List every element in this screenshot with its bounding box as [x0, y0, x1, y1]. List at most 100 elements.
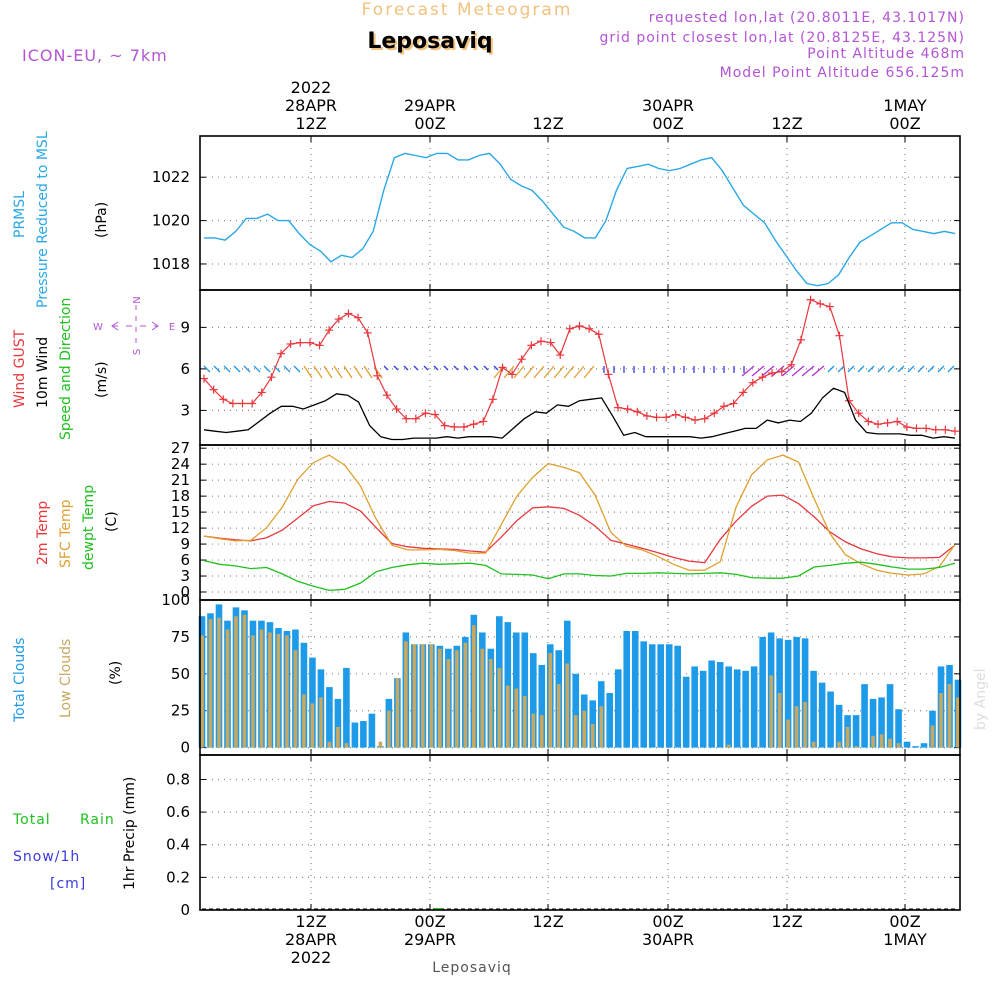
y-tick-label: 9 — [180, 318, 190, 336]
time-label: 28APR — [285, 930, 337, 949]
total-cloud-bar — [529, 653, 537, 748]
wind-arrow — [353, 365, 363, 379]
y-tick-label: 6 — [180, 360, 190, 378]
total-cloud-bar — [538, 664, 546, 748]
low-cloud-bar — [225, 629, 230, 748]
t2m-label: 2m Temp — [35, 501, 51, 565]
total-cloud-bar — [631, 631, 639, 748]
wind-arrow — [473, 365, 479, 371]
wind-arrow — [393, 365, 399, 371]
y-tick-label: 21 — [171, 471, 190, 489]
precip-snow-label: Snow/1h — [13, 849, 80, 865]
low-cloud-bar — [896, 743, 901, 748]
time-label: 12Z — [295, 912, 326, 931]
wind-arrow — [847, 365, 855, 373]
total-cloud-bar — [861, 684, 868, 748]
low-cloud-bar — [438, 648, 442, 748]
total-cloud-bar — [351, 722, 359, 748]
wind-arrow — [801, 365, 815, 377]
low-cloud-bar — [268, 632, 272, 748]
svg-text:E: E — [169, 322, 175, 333]
y-tick-label: 0.6 — [166, 803, 190, 821]
wind-arrow — [927, 365, 935, 373]
time-label: 00Z — [414, 912, 445, 931]
wind-arrow — [837, 365, 845, 373]
wind-arrow — [937, 365, 945, 373]
low-cloud-bar — [854, 746, 858, 748]
wind-arrow — [433, 365, 439, 371]
wind-arrow — [413, 365, 419, 371]
wind-arrow — [483, 365, 489, 371]
y-tick-label: 12 — [171, 519, 190, 537]
low-cloud-bar — [514, 688, 519, 748]
time-label: 12Z — [295, 114, 326, 133]
total-cloud-bar — [623, 631, 631, 748]
footer-location: Leposaviq — [432, 960, 512, 976]
low-cloud-bar — [794, 706, 799, 748]
wind-arrow — [233, 365, 241, 373]
low-cloud-bar — [556, 684, 561, 748]
total-cloud-bar — [869, 698, 877, 748]
wind-arrow — [203, 365, 211, 373]
low-cloud-bar — [217, 617, 221, 748]
y-tick-label: 50 — [171, 665, 190, 683]
wind-arrow — [443, 365, 449, 371]
panel-frame — [199, 444, 961, 601]
y-tick-label: 0.4 — [166, 836, 190, 854]
low-cloud-bar — [429, 644, 434, 748]
gust-label: Wind GUST — [12, 329, 28, 408]
wind-arrow — [313, 365, 323, 379]
low-cloud-bar — [939, 693, 943, 748]
total-cloud-bar — [334, 698, 342, 748]
wind-arrow — [543, 365, 555, 379]
low-cloud-bar — [293, 650, 298, 748]
wind-arrow — [383, 365, 389, 371]
total-cloud-bar — [360, 721, 367, 748]
wind-arrow — [781, 365, 795, 377]
time-label: 12Z — [532, 114, 563, 133]
low-cloud-bar — [259, 629, 264, 748]
low-cloud-bar — [888, 738, 892, 748]
wind-arrow — [897, 365, 905, 373]
total-cloud-bar — [674, 645, 681, 748]
low-cloud-bar — [336, 726, 340, 748]
wind-label: 10m Wind — [35, 337, 51, 408]
total-cloud-bar — [640, 641, 648, 748]
y-tick-label: 0 — [180, 583, 190, 601]
time-label: 1MAY — [883, 96, 927, 115]
svg-text:W: W — [93, 322, 103, 333]
total-cloud-bar — [878, 697, 885, 748]
low-cloud-bar — [582, 710, 587, 748]
low-cloud-bar — [930, 725, 935, 748]
low-cloud-bar — [412, 644, 417, 748]
low-cloud-bar — [489, 659, 493, 748]
clouds-unit: (%) — [108, 661, 124, 685]
total-cloud-bar — [920, 743, 928, 748]
wind-arrow — [333, 365, 343, 379]
total-cloud-bar — [801, 638, 809, 748]
precip-unit: 1hr Precip (mm) — [122, 777, 138, 890]
y-tick-label: 1022 — [152, 168, 190, 186]
low-cloud-bar — [302, 694, 306, 748]
low-cloud-bar — [769, 675, 773, 748]
compass-icon: N S W E — [93, 296, 175, 355]
wind-arrow — [523, 365, 535, 379]
low-cloud-bar — [786, 719, 790, 748]
time-label: 00Z — [652, 114, 683, 133]
total-cloud-bar — [326, 687, 333, 748]
y-tick-label: 18 — [171, 487, 190, 505]
wind-arrow — [283, 365, 291, 373]
watermark: by Angel — [973, 669, 989, 730]
location-title-shadow: Leposaviq — [369, 31, 494, 56]
y-tick-label: 15 — [171, 503, 190, 521]
panel-frame — [199, 289, 961, 446]
total-cloud-bar — [368, 713, 376, 748]
low-cloud-bar — [548, 653, 553, 748]
time-label: 2022 — [291, 78, 332, 97]
time-label: 28APR — [285, 96, 337, 115]
total-cloud-bar — [725, 666, 732, 748]
total-cloud-bar — [657, 644, 664, 748]
low-cloud-bar — [726, 744, 731, 748]
low-cloud-bar — [956, 697, 960, 748]
